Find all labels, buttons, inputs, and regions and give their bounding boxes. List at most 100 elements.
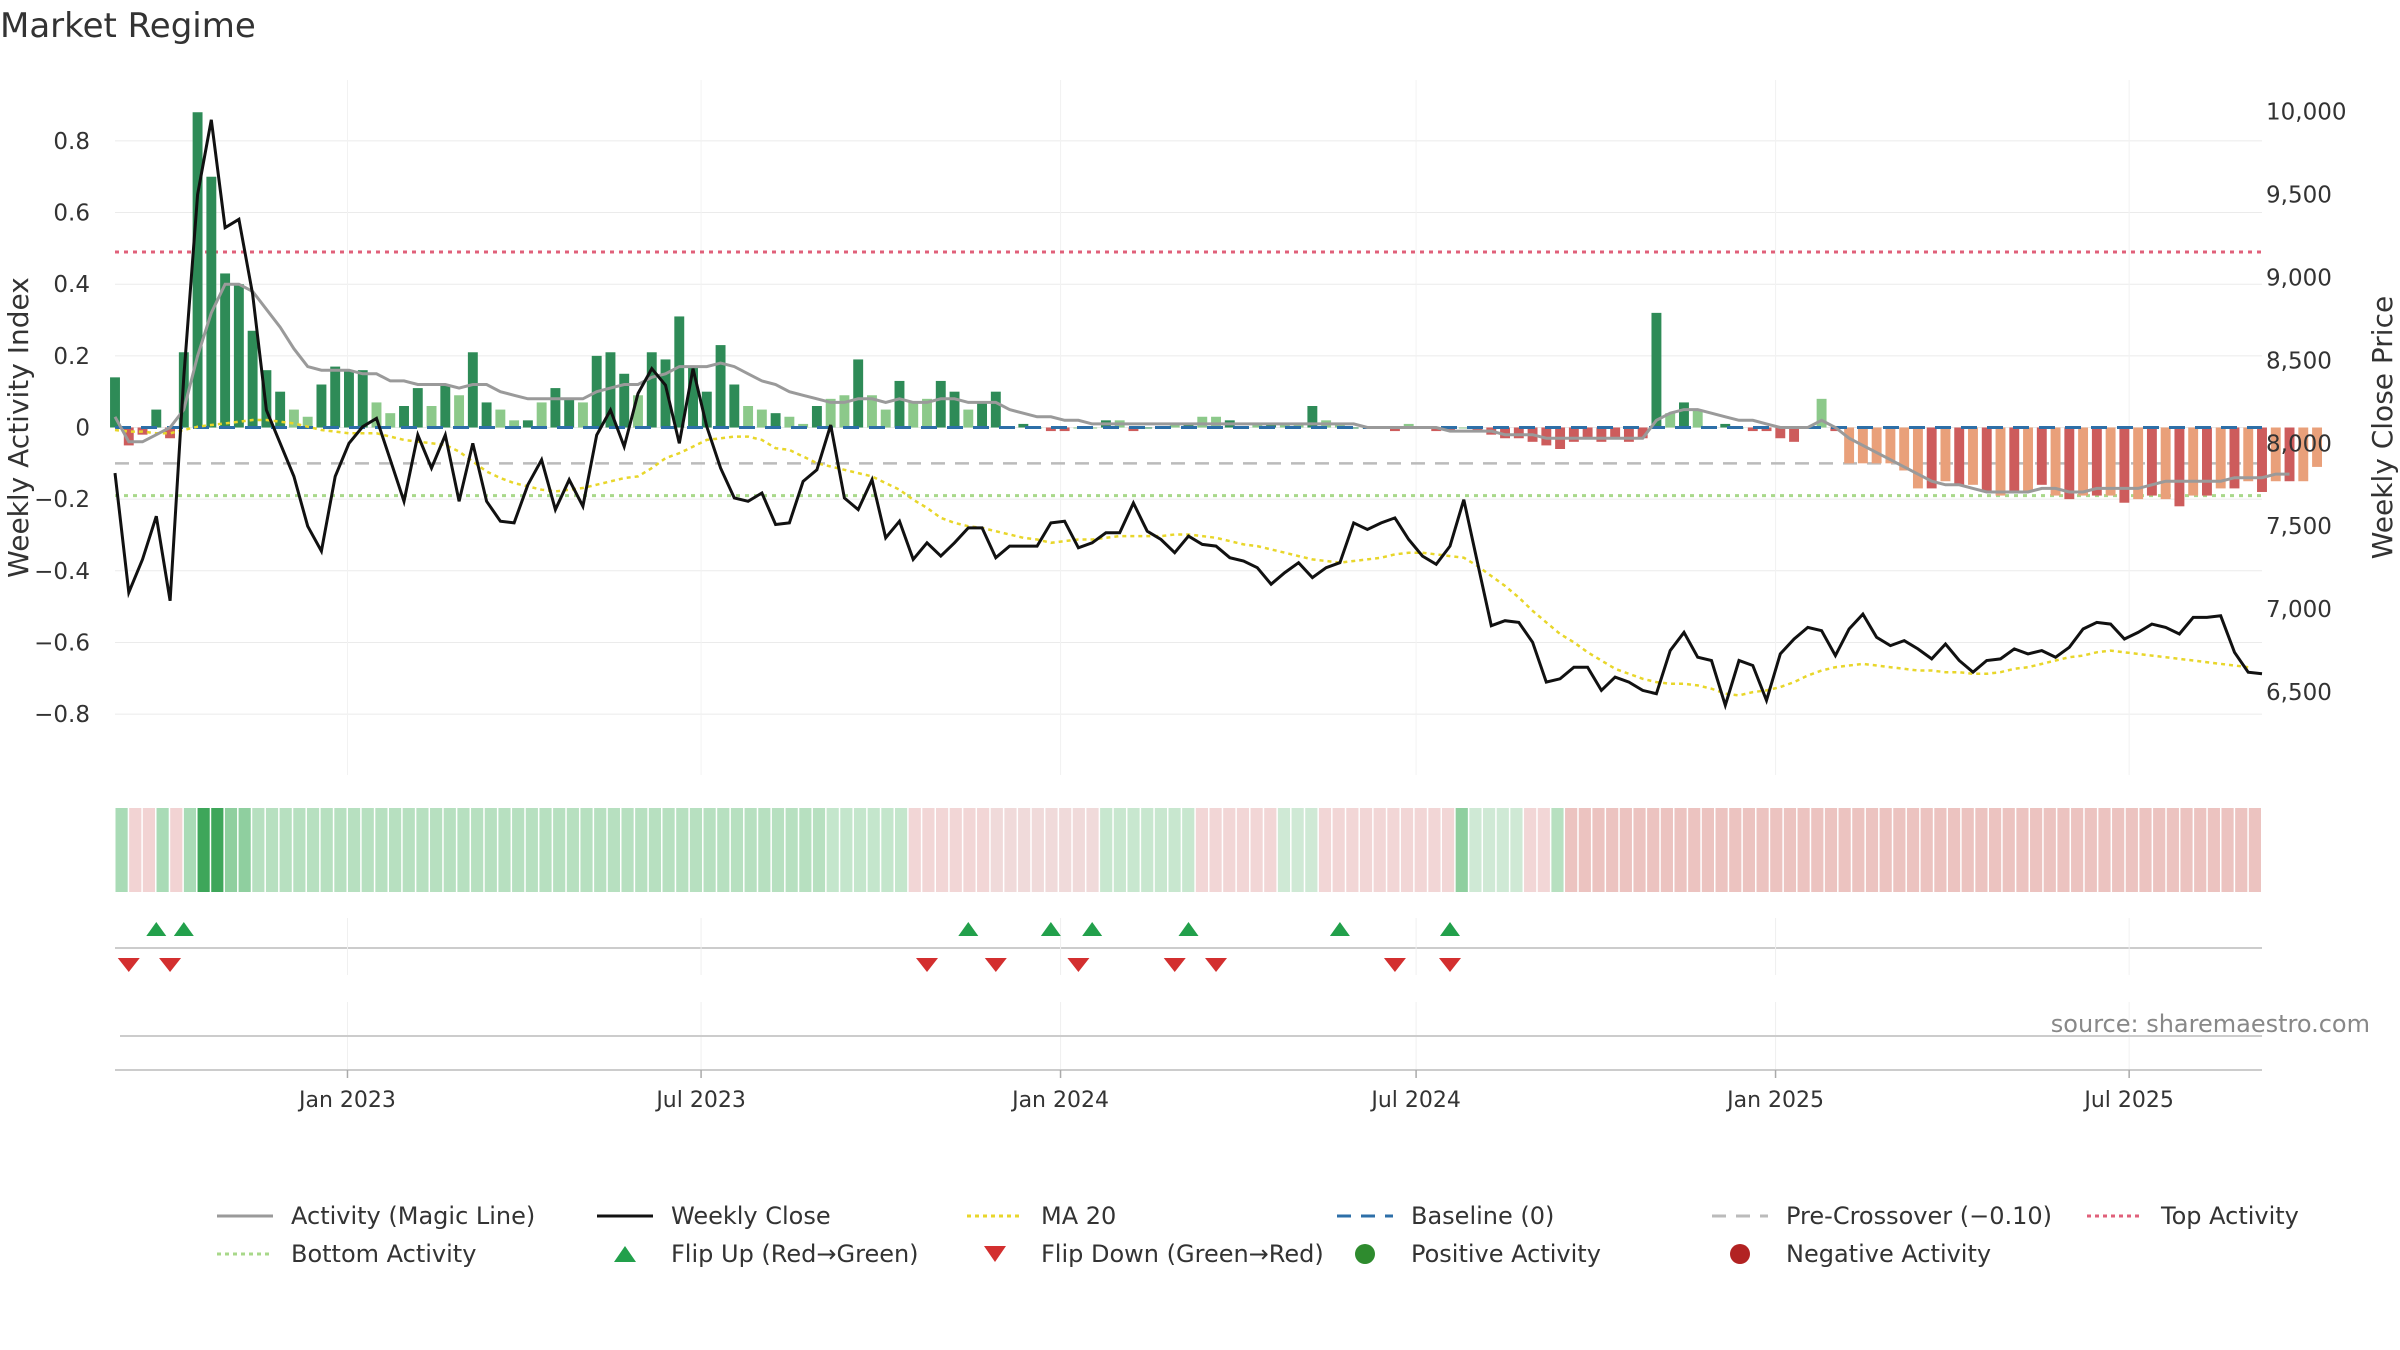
legend-swatch-icon bbox=[217, 1214, 273, 1218]
regime-strip-cell bbox=[1715, 808, 1728, 892]
activity-bar bbox=[385, 413, 396, 428]
activity-bar bbox=[674, 316, 685, 428]
activity-bar bbox=[990, 391, 1001, 428]
activity-bar bbox=[2160, 427, 2171, 500]
legend-item: Pre-Crossover (−0.10) bbox=[1710, 1198, 2052, 1234]
regime-strip-cell bbox=[279, 808, 292, 892]
regime-strip-cell bbox=[2221, 808, 2234, 892]
regime-strip-cell bbox=[1236, 808, 1250, 892]
activity-bar bbox=[2036, 427, 2047, 485]
regime-strip-cell bbox=[2030, 808, 2043, 892]
regime-strip-cell bbox=[1742, 808, 1756, 892]
regime-strip-cell bbox=[607, 808, 620, 892]
activity-bar bbox=[2243, 427, 2254, 482]
activity-bar bbox=[880, 409, 891, 428]
activity-bar bbox=[2284, 427, 2295, 482]
regime-strip-cell bbox=[375, 808, 388, 892]
activity-bar bbox=[330, 366, 341, 428]
right-tick-label: 9,000 bbox=[2266, 265, 2332, 291]
legend-swatch-icon bbox=[1730, 1244, 1750, 1264]
regime-strip-cell bbox=[1565, 808, 1578, 892]
activity-bar bbox=[1389, 427, 1400, 432]
regime-strip-cell bbox=[1811, 808, 1824, 892]
flip-up-marker bbox=[1178, 922, 1199, 936]
regime-strip-cell bbox=[908, 808, 921, 892]
regime-strip-cell bbox=[1072, 808, 1085, 892]
activity-bar bbox=[1789, 427, 1800, 442]
regime-strip-cell bbox=[402, 808, 415, 892]
regime-strip-cell bbox=[1483, 808, 1496, 892]
regime-strip-cell bbox=[853, 808, 867, 892]
regime-strip-cell bbox=[443, 808, 456, 892]
regime-strip-cell bbox=[142, 808, 156, 892]
regime-strip-cell bbox=[512, 808, 525, 892]
legend-item: Weekly Close bbox=[595, 1198, 831, 1234]
activity-bar bbox=[2146, 427, 2157, 496]
regime-strip-cell bbox=[306, 808, 320, 892]
regime-strip-cell bbox=[1975, 808, 1988, 892]
legend-item: Negative Activity bbox=[1710, 1236, 1991, 1272]
legend-label: Flip Up (Red→Green) bbox=[671, 1240, 919, 1268]
regime-strip-cell bbox=[936, 808, 949, 892]
regime-strip-cell bbox=[730, 808, 744, 892]
regime-strip-cell bbox=[1059, 808, 1072, 892]
source-label: source: sharemaestro.com bbox=[2050, 1010, 2370, 1038]
regime-strip-cell bbox=[894, 808, 908, 892]
regime-strip-cell bbox=[1455, 808, 1468, 892]
regime-strip-cell bbox=[1537, 808, 1550, 892]
activity-bar bbox=[1954, 427, 1965, 485]
activity-bar bbox=[399, 406, 409, 428]
activity-bar bbox=[1279, 423, 1290, 428]
activity-bar bbox=[1679, 402, 1689, 428]
activity-bar bbox=[853, 359, 864, 428]
regime-strip-cell bbox=[1947, 808, 1961, 892]
activity-bar bbox=[1775, 427, 1786, 439]
flip-down-marker bbox=[984, 958, 1007, 972]
activity-bar bbox=[495, 409, 506, 428]
left-tick-label: 0.8 bbox=[53, 129, 90, 155]
flip-down-marker bbox=[1067, 958, 1090, 972]
regime-strip-cell bbox=[238, 808, 251, 892]
regime-strip-cell bbox=[2098, 808, 2111, 892]
regime-strip-cell bbox=[1496, 808, 1509, 892]
legend-swatch-icon bbox=[984, 1246, 1006, 1262]
legend-label: Bottom Activity bbox=[291, 1240, 477, 1268]
regime-strip-cell bbox=[1318, 808, 1332, 892]
regime-strip-cell bbox=[1387, 808, 1400, 892]
legend-item: Activity (Magic Line) bbox=[215, 1198, 535, 1234]
activity-bar bbox=[481, 402, 492, 428]
regime-strip-cell bbox=[1127, 808, 1140, 892]
activity-bar bbox=[454, 395, 465, 428]
regime-strip-cell bbox=[2153, 808, 2166, 892]
activity-bar bbox=[1403, 423, 1414, 428]
activity-bar bbox=[660, 359, 671, 428]
chart-title: Market Regime bbox=[0, 6, 256, 46]
activity-magic-line bbox=[113, 282, 2290, 494]
regime-strip-cell bbox=[265, 808, 279, 892]
x-tick-label: Jul 2024 bbox=[1369, 1088, 1461, 1113]
activity-bar bbox=[1651, 312, 1662, 428]
regime-strip-cell bbox=[1113, 808, 1126, 892]
regime-strip-cell bbox=[594, 808, 607, 892]
regime-strip-cell bbox=[2194, 808, 2207, 892]
activity-bar bbox=[1169, 423, 1180, 428]
regime-strip-cell bbox=[949, 808, 962, 892]
activity-bar bbox=[550, 388, 561, 428]
regime-strip-cell bbox=[2112, 808, 2125, 892]
regime-strip-cell bbox=[2002, 808, 2015, 892]
activity-bar bbox=[2105, 427, 2116, 496]
activity-bar bbox=[412, 388, 423, 428]
right-tick-label: 10,000 bbox=[2266, 100, 2346, 126]
regime-strip-cell bbox=[170, 808, 183, 892]
regime-strip-cell bbox=[1988, 808, 2002, 892]
legend-item: MA 20 bbox=[965, 1198, 1116, 1234]
legend-label: Baseline (0) bbox=[1411, 1202, 1555, 1230]
flip-up-marker bbox=[1040, 922, 1061, 936]
left-tick-label: −0.2 bbox=[34, 487, 90, 513]
regime-strip-cell bbox=[1606, 808, 1619, 892]
activity-bar bbox=[2009, 427, 2020, 492]
activity-bar bbox=[206, 176, 217, 428]
regime-strip-cell bbox=[1428, 808, 1441, 892]
regime-strip-cell bbox=[1647, 808, 1660, 892]
flip-down-marker bbox=[1205, 958, 1228, 972]
